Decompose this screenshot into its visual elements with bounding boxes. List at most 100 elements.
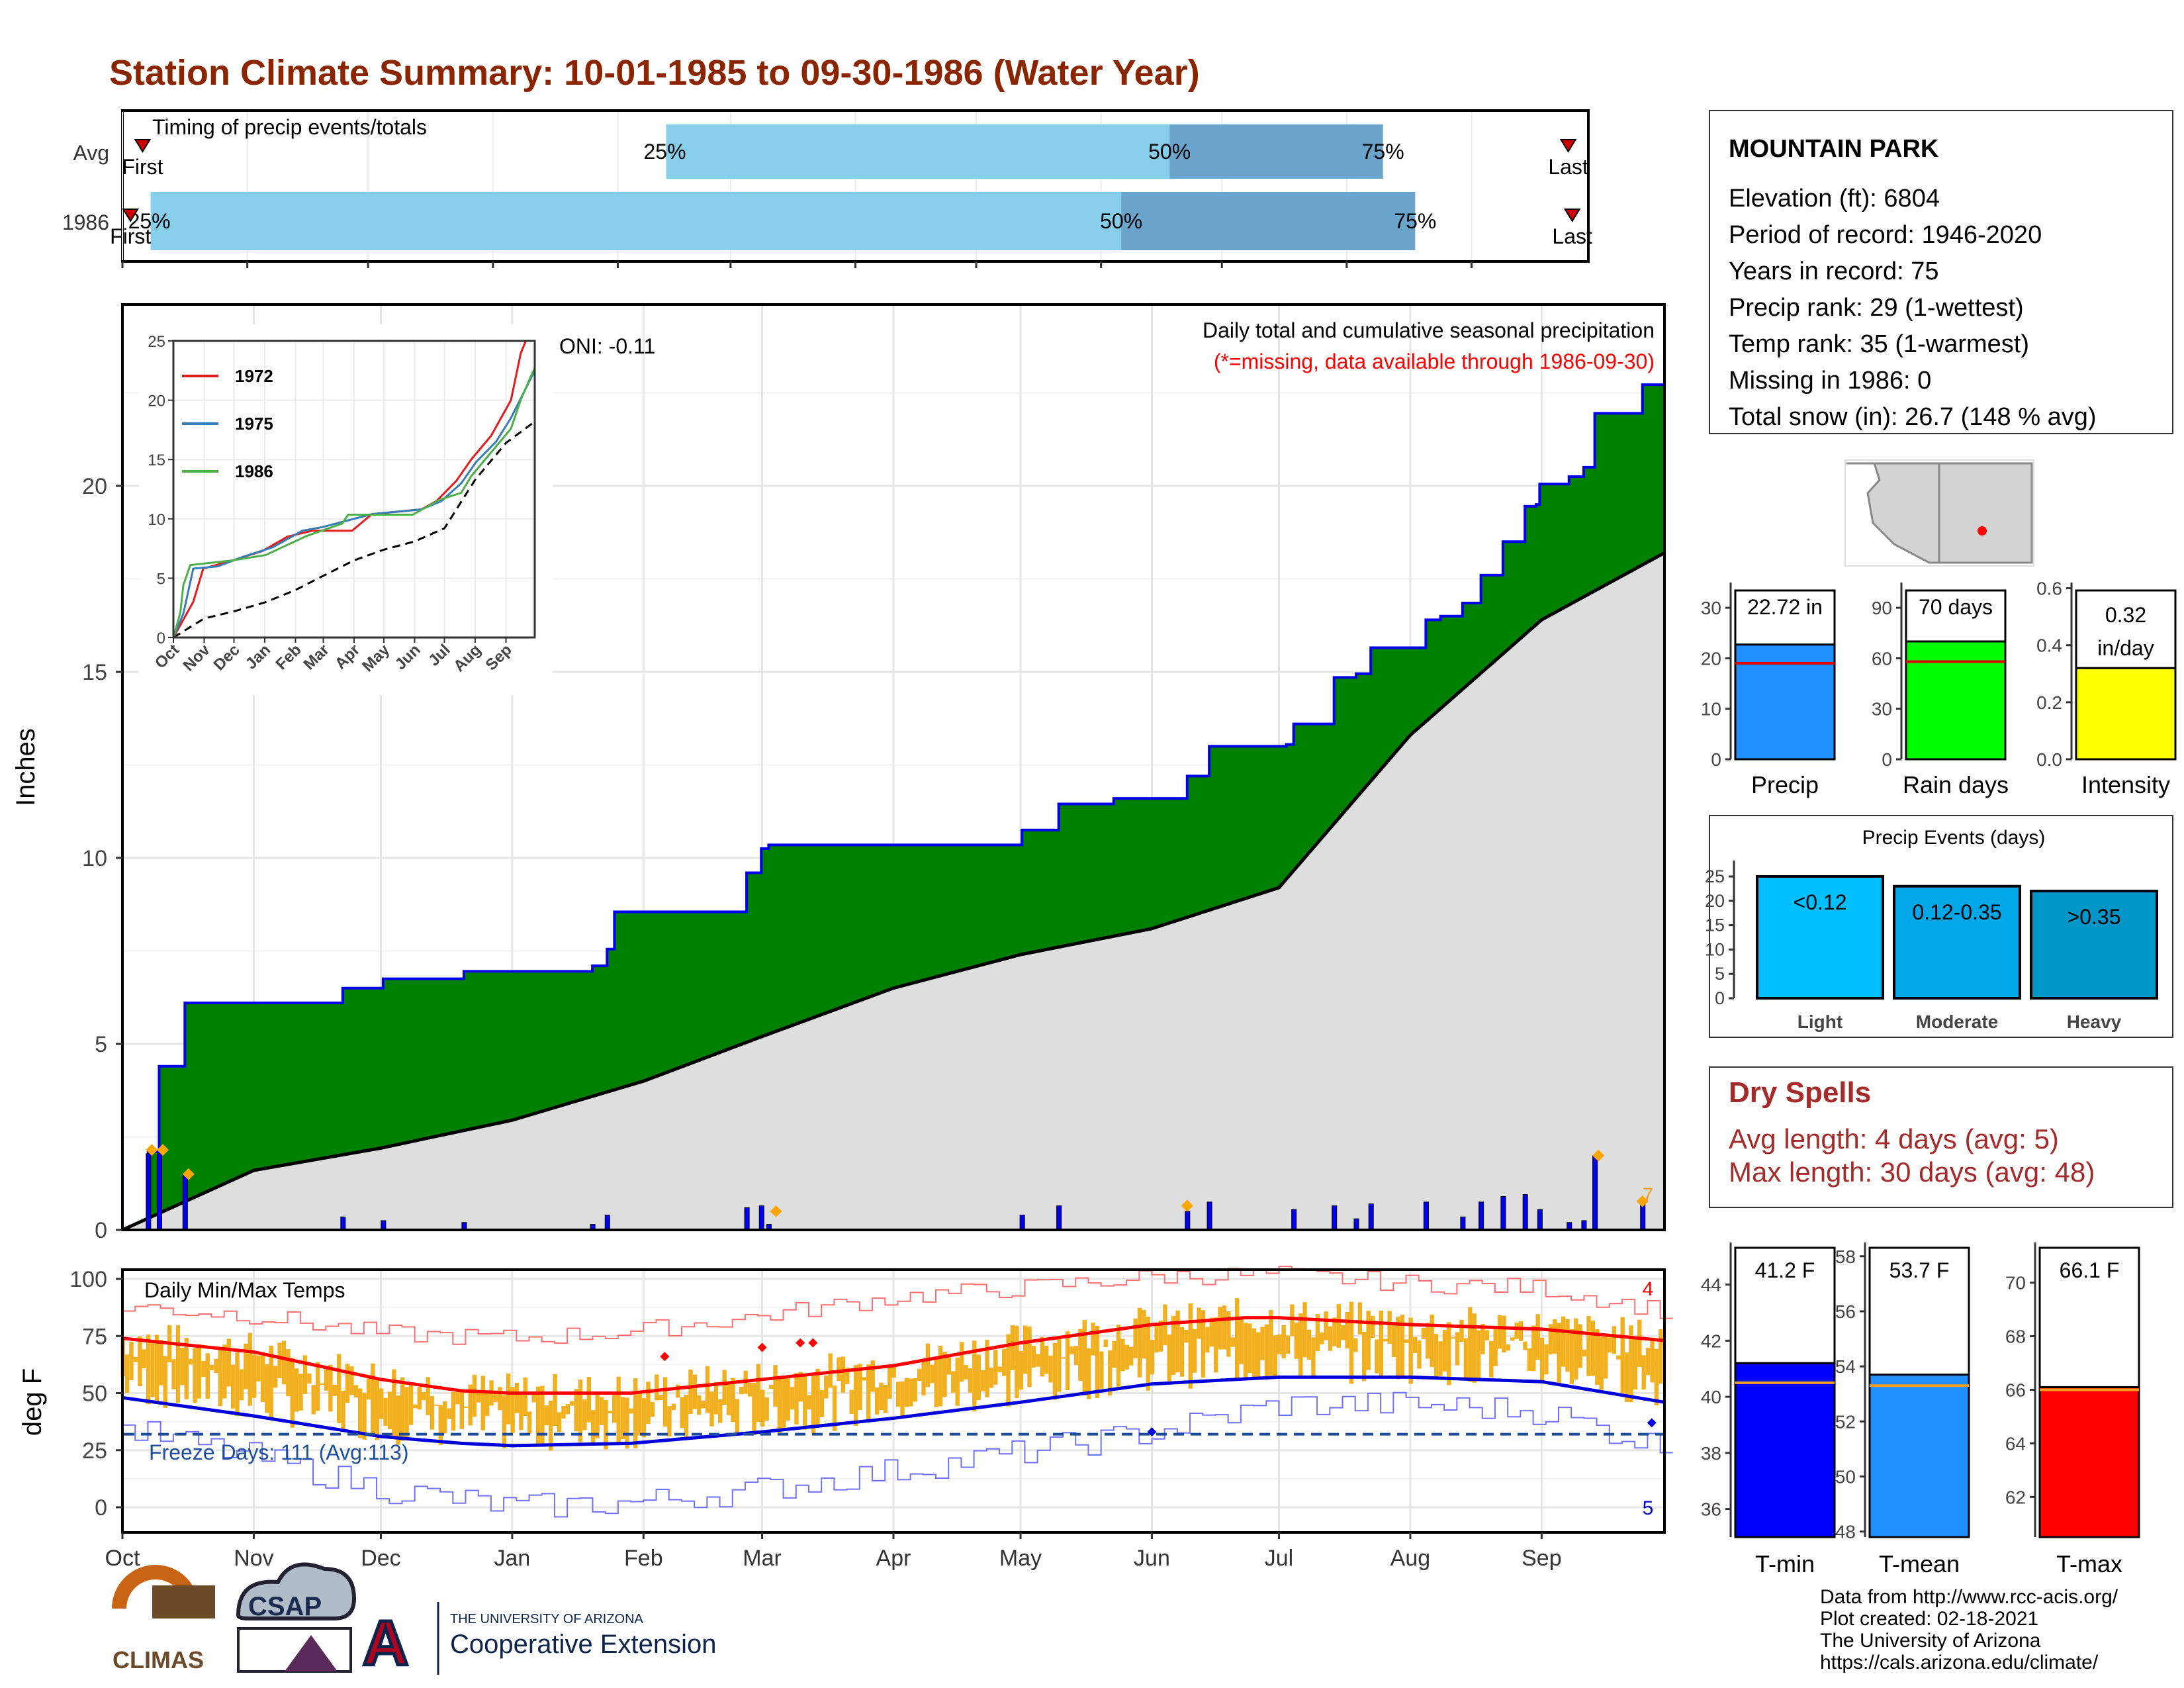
daily-temp-range-bar — [1091, 1323, 1095, 1356]
daily-temp-range-bar — [794, 1373, 799, 1425]
daily-temp-range-bar — [1493, 1327, 1498, 1366]
timing-pct-75: 75% — [1362, 140, 1404, 164]
events-bar-label: >0.35 — [2068, 905, 2121, 929]
month-tick-label: Mar — [743, 1546, 782, 1571]
daily-temp-range-bar — [1269, 1310, 1273, 1376]
station-info-line: Period of record: 1946-2020 — [1729, 221, 2042, 249]
daily-temp-range-bar — [1128, 1346, 1134, 1366]
daily-precip-bar — [1353, 1218, 1359, 1231]
daily-temp-range-bar — [426, 1377, 430, 1415]
daily-temp-range-bar — [955, 1357, 960, 1406]
daily-temp-range-bar — [544, 1405, 549, 1426]
daily-temp-range-bar — [438, 1405, 443, 1445]
daily-temp-range-bar — [680, 1397, 684, 1429]
daily-temp-range-bar — [1218, 1307, 1222, 1350]
temp-y-axis: 0 25 50 75 100 — [69, 1267, 122, 1521]
station-location-dot — [1978, 526, 1987, 536]
daily-temp-range-bar — [662, 1377, 668, 1427]
csap-logo-text: CSAP — [248, 1592, 322, 1621]
daily-temp-range-bar — [1349, 1301, 1354, 1384]
daily-temp-range-bar — [1518, 1321, 1524, 1341]
daily-temp-range-bar — [209, 1364, 214, 1371]
daily-precip-bar — [604, 1215, 610, 1231]
dry-spells-avg: Avg length: 4 days (avg: 5) — [1729, 1123, 2059, 1154]
heavy-event-marker — [146, 1144, 158, 1156]
inset-chart: 0510152025197219751986OctNovDecJanFebMar… — [139, 324, 553, 695]
timing-pct-50: 50% — [1100, 209, 1142, 233]
daily-temp-range-bar — [1586, 1316, 1591, 1376]
station-info-line: Years in record: 75 — [1729, 258, 1939, 285]
daily-temp-range-bar — [1285, 1335, 1291, 1354]
daily-temp-range-bar — [1633, 1338, 1638, 1389]
daily-temp-range-bar — [904, 1378, 909, 1407]
daily-temp-range-bar — [1311, 1337, 1316, 1378]
daily-temp-range-bar — [582, 1399, 587, 1430]
daily-temp-range-bar — [1654, 1348, 1659, 1405]
inset-legend-label-1986: 1986 — [235, 461, 273, 481]
record-low-marker — [1147, 1427, 1157, 1437]
daily-temp-range-bar — [1332, 1317, 1337, 1346]
precip-average-area — [122, 553, 1664, 1230]
station-name: MOUNTAIN PARK — [1729, 135, 1939, 163]
daily-temp-range-bar — [637, 1390, 642, 1436]
daily-temp-range-bar — [1544, 1344, 1549, 1375]
daily-temp-range-bar — [324, 1369, 329, 1391]
daily-temp-range-bar — [1320, 1332, 1324, 1344]
daily-temp-range-bar — [281, 1340, 287, 1385]
daily-temp-range-bar — [1065, 1331, 1070, 1391]
daily-precip-bar — [1291, 1209, 1297, 1231]
daily-temp-range-bar — [752, 1382, 756, 1436]
daily-temp-range-bar — [1659, 1329, 1663, 1384]
arizona-map — [1844, 459, 2034, 567]
daily-temp-range-bar — [879, 1382, 884, 1411]
daily-temp-range-bar — [302, 1355, 308, 1394]
daily-temp-range-bar — [777, 1376, 782, 1434]
record-high-marker — [757, 1342, 767, 1352]
daily-temp-range-bar — [891, 1364, 896, 1378]
tbar-y-tick-label: 48 — [1835, 1522, 1856, 1542]
daily-temp-range-bar — [138, 1336, 142, 1387]
daily-temp-range-bar — [1302, 1302, 1307, 1358]
daily-temp-range-bar — [1175, 1310, 1180, 1373]
csap-logo: CSAP — [236, 1562, 357, 1673]
daily-temp-range-bar — [726, 1382, 731, 1415]
daily-temp-range-bar — [357, 1388, 363, 1438]
daily-temp-range-bar — [371, 1363, 375, 1435]
tbar-y-tick-label: 66 — [2005, 1380, 2026, 1401]
station-info-line: Temp rank: 35 (1-warmest) — [1729, 330, 2029, 358]
daily-temp-range-bar — [980, 1370, 985, 1391]
daily-temp-range-bar — [328, 1364, 333, 1412]
tbar-y-tick-label: 68 — [2005, 1327, 2026, 1347]
daily-temp-range-bar — [578, 1379, 583, 1442]
average-max-line — [122, 1316, 1665, 1395]
daily-temp-range-bar — [1506, 1344, 1511, 1351]
daily-precip-bar — [1019, 1215, 1025, 1231]
daily-temp-range-bar — [1277, 1334, 1282, 1354]
summary-y-tick-label: 0.6 — [2036, 579, 2062, 599]
last-event-marker — [1563, 209, 1581, 222]
daily-temp-range-bar — [265, 1364, 269, 1413]
daily-temp-range-bar — [731, 1378, 735, 1423]
daily-temp-range-bar — [1341, 1325, 1345, 1340]
daily-temp-range-bar — [553, 1374, 557, 1426]
daily-temp-range-bar — [277, 1342, 282, 1379]
footer: CLIMAS CSAP A THE UNIVERSITY OF ARIZONA … — [112, 1562, 2118, 1681]
daily-temp-range-bar — [1239, 1319, 1244, 1364]
daily-temp-range-bar — [1197, 1307, 1201, 1339]
daily-temp-range-bar — [1107, 1350, 1113, 1396]
daily-temp-range-bar — [1298, 1313, 1303, 1377]
daily-precip-bar — [1581, 1220, 1587, 1231]
summary-y-tick-label: 10 — [1701, 699, 1721, 720]
daily-temp-range-bar — [133, 1356, 138, 1362]
daily-temp-range-bar — [1226, 1311, 1231, 1357]
events-content: 0 5 10 15 20 25 <0.12 Light 0.12-0.35 Moderate >0.… — [1705, 861, 2158, 1032]
summary-y-tick-label: 30 — [1701, 598, 1721, 618]
tbar-category-label: T-min — [1755, 1550, 1815, 1577]
temperature-summary-bars: 36 38 40 42 44 41.2 F T-min 48 50 52 54 56 58 53.7 F T… — [1701, 1243, 2140, 1577]
daily-temp-range-bar — [625, 1397, 629, 1449]
daily-temp-range-bar — [307, 1373, 312, 1384]
daily-temp-range-bar — [1433, 1334, 1439, 1379]
daily-temp-range-bar — [1052, 1342, 1058, 1400]
daily-temp-range-bar — [667, 1406, 672, 1436]
daily-temp-range-bar — [1590, 1320, 1596, 1376]
